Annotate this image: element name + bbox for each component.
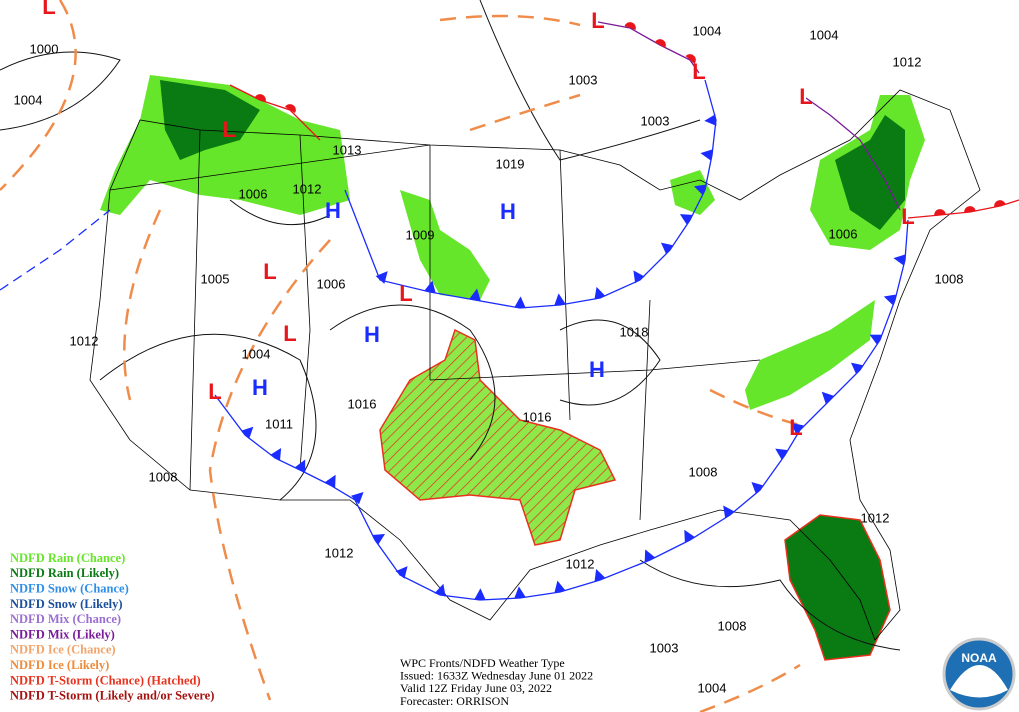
low-center: L bbox=[591, 8, 604, 33]
pressure-label: 1012 bbox=[325, 545, 354, 560]
pressure-label: 1012 bbox=[566, 556, 595, 571]
pressure-label: 1012 bbox=[293, 181, 322, 196]
pressure-label: 1012 bbox=[861, 510, 890, 525]
trough bbox=[439, 14, 581, 27]
pressure-label: 1009 bbox=[406, 227, 435, 242]
pressure-label: 1008 bbox=[689, 464, 718, 479]
low-center: L bbox=[399, 281, 412, 306]
low-center: L bbox=[283, 321, 296, 346]
legend-entry: NDFD T-Storm (Likely and/or Severe) bbox=[10, 689, 214, 703]
info-line: WPC Fronts/NDFD Weather Type bbox=[400, 656, 565, 670]
pressure-label: 1004 bbox=[14, 92, 43, 107]
rain-likely-area bbox=[160, 80, 260, 160]
legend-entry: NDFD Ice (Chance) bbox=[10, 643, 116, 657]
pressure-label: 1006 bbox=[239, 186, 268, 201]
trough bbox=[123, 209, 162, 401]
pressure-label: 1004 bbox=[698, 680, 727, 695]
low-center: L bbox=[799, 84, 812, 109]
trough bbox=[0, 0, 77, 191]
pressure-label: 1011 bbox=[265, 416, 293, 431]
pressure-label: 1016 bbox=[348, 396, 377, 411]
low-center: L bbox=[222, 117, 235, 142]
low-center: L bbox=[789, 415, 802, 440]
rain-chance-area bbox=[745, 300, 875, 410]
info-line: Valid 12Z Friday June 03, 2022 bbox=[400, 681, 552, 695]
high-center: H bbox=[589, 357, 605, 382]
high-center: H bbox=[325, 198, 341, 223]
occluded-front bbox=[805, 97, 901, 211]
pressure-label: 1003 bbox=[650, 640, 679, 655]
pressure-label: 1003 bbox=[569, 72, 598, 87]
cold-front bbox=[214, 219, 909, 601]
warm-front bbox=[907, 199, 1019, 219]
pressure-label: 1018 bbox=[620, 324, 649, 339]
legend-entry: NDFD Ice (Likely) bbox=[10, 658, 109, 672]
info-line: Issued: 1633Z Wednesday June 01 2022 bbox=[400, 669, 593, 683]
low-center: L bbox=[42, 0, 55, 19]
info-line: Forecaster: ORRISON bbox=[400, 694, 509, 708]
low-center: L bbox=[901, 204, 914, 229]
legend-entry: NDFD Rain (Chance) bbox=[10, 551, 125, 565]
pressure-label: 1005 bbox=[201, 271, 230, 286]
rain-chance-area bbox=[400, 190, 490, 300]
pressure-label: 1003 bbox=[641, 113, 670, 128]
pressure-label: 1006 bbox=[317, 276, 346, 291]
high-center: H bbox=[500, 199, 516, 224]
legend-entry: NDFD T-Storm (Chance) (Hatched) bbox=[10, 673, 201, 687]
trough bbox=[699, 663, 801, 712]
trough bbox=[208, 239, 331, 701]
pressure-label: 1013 bbox=[333, 142, 362, 157]
pressure-label: 1004 bbox=[693, 23, 722, 38]
logo-bird bbox=[950, 665, 1008, 698]
pressure-label: 1004 bbox=[242, 346, 271, 361]
pressure-label: 1008 bbox=[149, 469, 178, 484]
low-center: L bbox=[692, 59, 705, 84]
rain-likely-area bbox=[835, 115, 905, 230]
low-center: L bbox=[263, 259, 276, 284]
pressure-label: 1012 bbox=[893, 54, 922, 69]
pressure-label: 1008 bbox=[935, 271, 964, 286]
pressure-label: 1000 bbox=[30, 41, 59, 56]
warm-front bbox=[229, 84, 321, 141]
pressure-label: 1019 bbox=[496, 156, 525, 171]
legend-entry: NDFD Snow (Likely) bbox=[10, 597, 123, 611]
legend-entry: NDFD Mix (Likely) bbox=[10, 627, 115, 641]
noaa-logo: NOAA bbox=[942, 637, 1016, 711]
high-center: H bbox=[252, 375, 268, 400]
occluded-front bbox=[597, 21, 700, 74]
fronts bbox=[0, 21, 1019, 601]
pressure-label: 1008 bbox=[718, 618, 747, 633]
legend-entry: NDFD Mix (Chance) bbox=[10, 612, 121, 626]
legend-entry: NDFD Snow (Chance) bbox=[10, 581, 129, 595]
trough-line bbox=[0, 209, 111, 291]
rain-chance-area bbox=[100, 75, 350, 215]
pressure-label: 1012 bbox=[70, 333, 99, 348]
legend-entry: NDFD Rain (Likely) bbox=[10, 566, 119, 580]
low-center: L bbox=[208, 379, 221, 404]
tstorm-chance-area bbox=[379, 328, 617, 546]
pressure-label: 1004 bbox=[810, 27, 839, 42]
logo-text: NOAA bbox=[961, 651, 997, 665]
isobars bbox=[0, 0, 901, 651]
isobar bbox=[229, 199, 331, 226]
isobar bbox=[0, 51, 121, 131]
pressure-label: 1006 bbox=[829, 226, 858, 241]
pressure-label: 1016 bbox=[523, 409, 552, 424]
high-center: H bbox=[364, 322, 380, 347]
